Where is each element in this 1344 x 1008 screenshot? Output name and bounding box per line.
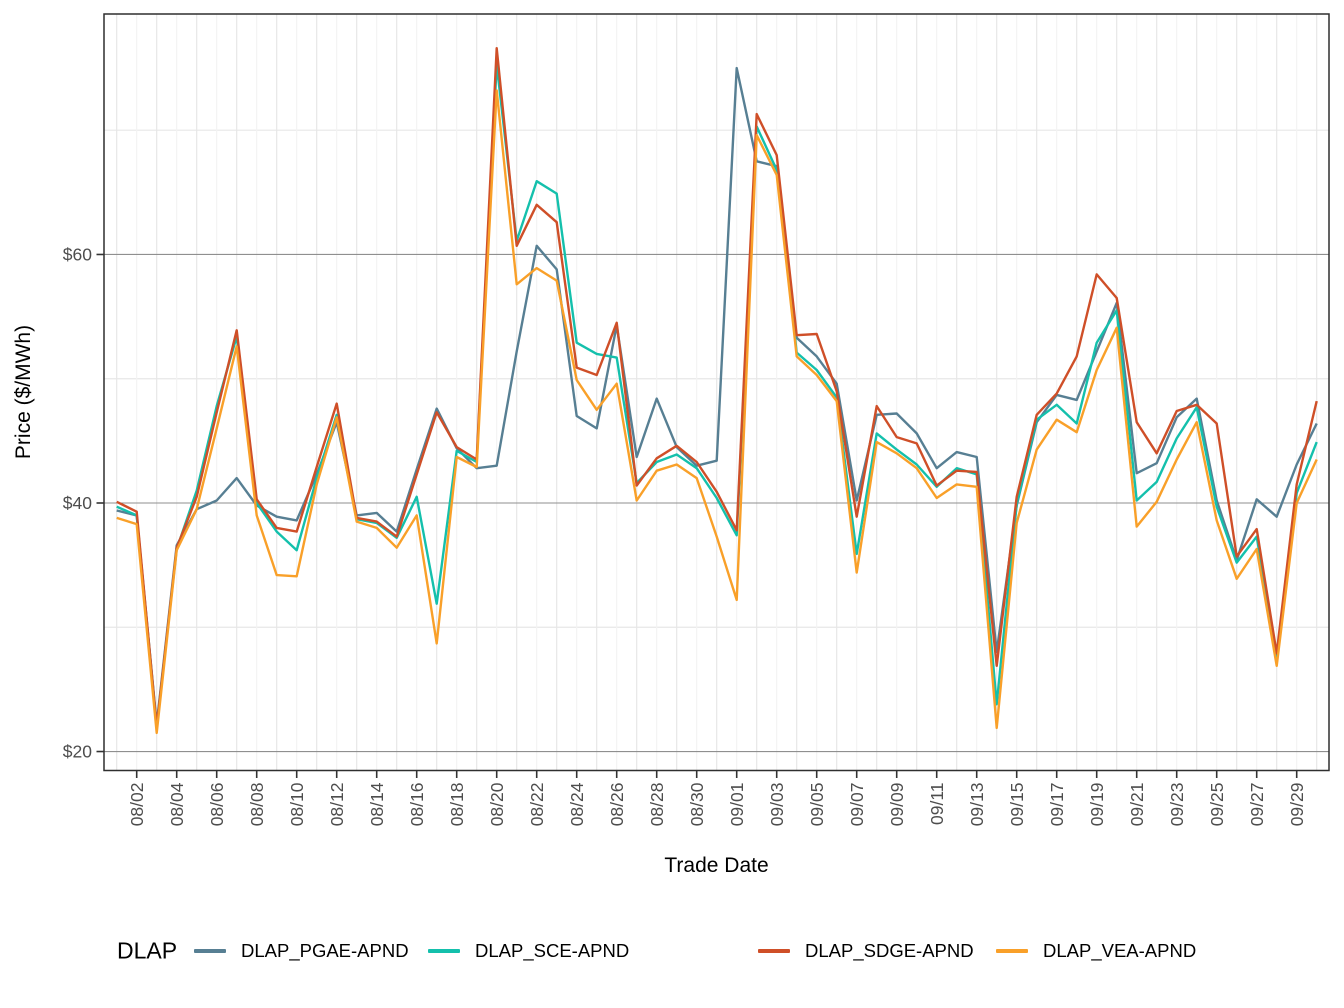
pgae-line-key-icon	[194, 949, 226, 953]
legend-item-vea: DLAP_VEA-APND	[996, 940, 1196, 962]
svg-text:09/05: 09/05	[807, 783, 827, 827]
sce-line-key-icon	[428, 949, 460, 953]
svg-text:08/12: 08/12	[327, 783, 347, 827]
svg-text:09/25: 09/25	[1207, 783, 1227, 827]
svg-text:$20: $20	[63, 742, 92, 762]
svg-text:08/04: 08/04	[167, 782, 187, 826]
vea-line-key-icon	[996, 949, 1028, 953]
svg-text:09/21: 09/21	[1127, 783, 1147, 827]
y-axis-title: Price ($/MWh)	[12, 325, 35, 459]
svg-text:08/02: 08/02	[127, 783, 147, 827]
legend-item-pgae: DLAP_PGAE-APND	[194, 940, 409, 962]
svg-text:08/30: 08/30	[687, 782, 707, 826]
legend-label-pgae: DLAP_PGAE-APND	[241, 940, 409, 961]
svg-text:09/29: 09/29	[1287, 783, 1307, 827]
svg-text:08/24: 08/24	[567, 782, 587, 826]
svg-text:08/14: 08/14	[367, 782, 387, 826]
svg-text:09/01: 09/01	[727, 783, 747, 827]
svg-text:$40: $40	[63, 493, 92, 513]
series-DLAP_SDGE-APND	[116, 47, 1318, 728]
legend-label-sce: DLAP_SCE-APND	[475, 940, 630, 961]
legend-item-sdge: DLAP_SDGE-APND	[758, 940, 974, 962]
svg-text:09/13: 09/13	[967, 783, 987, 827]
svg-text:08/28: 08/28	[647, 783, 667, 827]
svg-text:08/26: 08/26	[607, 783, 627, 827]
legend-title: DLAP	[117, 937, 178, 964]
svg-text:08/18: 08/18	[447, 783, 467, 827]
x-axis-title: Trade Date	[664, 854, 768, 877]
series-DLAP_SCE-APND	[116, 63, 1318, 728]
svg-text:08/20: 08/20	[487, 782, 507, 826]
svg-text:08/22: 08/22	[527, 783, 547, 827]
svg-text:09/09: 09/09	[887, 783, 907, 827]
sdge-line-key-icon	[758, 949, 790, 953]
svg-text:08/16: 08/16	[407, 783, 427, 827]
svg-text:09/07: 09/07	[847, 783, 867, 827]
legend-label-sdge: DLAP_SDGE-APND	[805, 940, 974, 961]
svg-text:09/27: 09/27	[1247, 783, 1267, 827]
legend-item-sce: DLAP_SCE-APND	[428, 940, 629, 962]
svg-text:$60: $60	[63, 245, 92, 265]
price-line-chart: 08/02 08/04 08/06 08/08 08/10 08/12 08/14 08/16…	[12, 13, 1330, 877]
svg-text:08/06: 08/06	[207, 783, 227, 827]
svg-text:09/23: 09/23	[1167, 783, 1187, 827]
svg-text:09/03: 09/03	[767, 783, 787, 827]
svg-text:09/15: 09/15	[1007, 783, 1027, 827]
svg-text:08/08: 08/08	[247, 783, 267, 827]
svg-text:09/17: 09/17	[1047, 783, 1067, 827]
series-DLAP_VEA-APND	[116, 89, 1318, 735]
svg-text:09/19: 09/19	[1087, 783, 1107, 827]
legend-label-vea: DLAP_VEA-APND	[1043, 940, 1197, 961]
svg-text:08/10: 08/10	[287, 782, 307, 826]
chart-legend: DLAP DLAP_PGAE-APND DLAP_SCE-APND DLAP_S…	[0, 926, 1344, 976]
svg-text:09/11: 09/11	[927, 783, 947, 826]
